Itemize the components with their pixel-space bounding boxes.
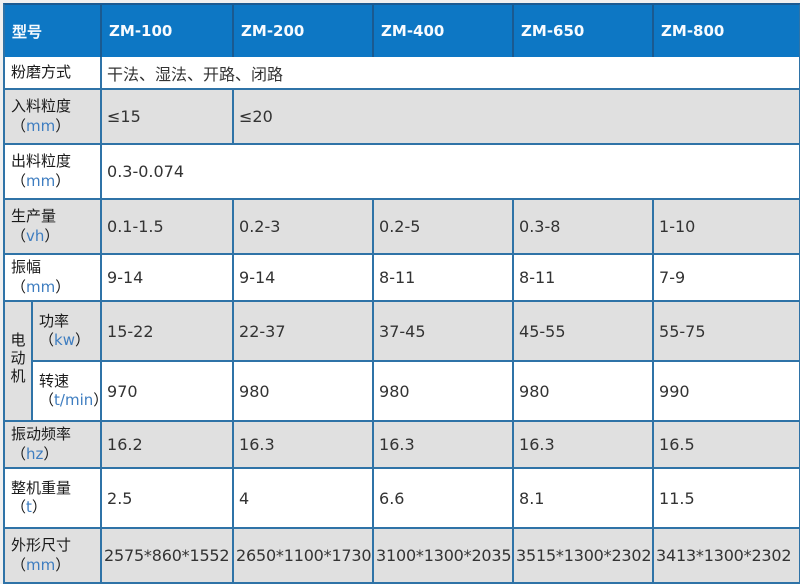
capacity-label: 生产量 （vh） [5,200,103,255]
row-weight: 整机重量 （t） 2.5 4 6.6 8.1 11.5 [5,469,800,529]
weight-value: 2.5 [102,469,235,529]
frequency-value: 16.3 [514,422,655,469]
dimensions-value: 2650*1100*1730 [234,529,375,582]
capacity-value: 0.3-8 [514,200,655,255]
power-value: 55-75 [654,302,800,362]
weight-label: 整机重量 （t） [5,469,103,529]
frequency-value: 16.2 [102,422,235,469]
spec-table: 型号 ZM-100 ZM-200 ZM-400 ZM-650 ZM-800 粉磨… [3,3,800,584]
spec-table-container: 型号 ZM-100 ZM-200 ZM-400 ZM-650 ZM-800 粉磨… [3,3,800,584]
feed-label: 入料粒度 （mm） [5,90,103,145]
row-frequency: 振动频率 （hz） 16.2 16.3 16.3 16.3 16.5 [5,422,800,469]
header-zm-400: ZM-400 [374,5,515,57]
discharge-unit: mm [26,171,56,190]
header-zm-800: ZM-800 [654,5,800,57]
power-label: 功率 （kw） [33,302,103,362]
header-zm-100: ZM-100 [102,5,235,57]
feed-value-zm100: ≤15 [102,90,235,145]
weight-value: 8.1 [514,469,655,529]
frequency-value: 16.5 [654,422,800,469]
row-motor-speed: 转速 （t/min） 970 980 980 980 990 [5,362,800,422]
frequency-unit: hz [26,444,44,463]
amplitude-value: 9-14 [234,255,375,302]
grinding-label: 粉磨方式 [5,57,103,90]
row-amplitude: 振幅（mm） 9-14 9-14 8-11 8-11 7-9 [5,255,800,302]
dimensions-value: 3100*1300*2035 [374,529,515,582]
power-unit: kw [54,331,75,349]
row-feed-size: 入料粒度 （mm） ≤15 ≤20 [5,90,800,145]
amplitude-label: 振幅（mm） [5,255,103,302]
speed-unit: t/min [54,391,94,409]
power-value: 22-37 [234,302,375,362]
row-discharge-size: 出料粒度 （mm） 0.3-0.074 [5,145,800,200]
weight-unit: t [26,498,32,516]
amplitude-value: 9-14 [102,255,235,302]
capacity-value: 0.1-1.5 [102,200,235,255]
feed-value-others: ≤20 [234,90,800,145]
header-row: 型号 ZM-100 ZM-200 ZM-400 ZM-650 ZM-800 [5,5,800,57]
speed-value: 980 [234,362,375,422]
discharge-label: 出料粒度 （mm） [5,145,103,200]
dimensions-unit: mm [26,555,56,574]
amplitude-unit: mm [26,277,56,296]
dimensions-value: 3413*1300*2302 [654,529,800,582]
dimensions-value: 3515*1300*2302 [514,529,655,582]
capacity-value: 0.2-3 [234,200,375,255]
weight-value: 4 [234,469,375,529]
dimensions-value: 2575*860*1552 [102,529,235,582]
row-capacity: 生产量 （vh） 0.1-1.5 0.2-3 0.2-5 0.3-8 1-10 [5,200,800,255]
motor-group-label: 电动机 [5,302,33,422]
dimensions-label: 外形尺寸 （mm） [5,529,103,582]
speed-value: 990 [654,362,800,422]
amplitude-value: 8-11 [374,255,515,302]
header-zm-650: ZM-650 [514,5,655,57]
speed-label: 转速 （t/min） [33,362,108,422]
header-zm-200: ZM-200 [234,5,375,57]
power-value: 45-55 [514,302,655,362]
discharge-value: 0.3-0.074 [102,145,800,200]
speed-value: 980 [374,362,515,422]
row-grinding-method: 粉磨方式 干法、湿法、开路、闭路 [5,57,800,90]
capacity-value: 0.2-5 [374,200,515,255]
capacity-value: 1-10 [654,200,800,255]
power-value: 15-22 [102,302,235,362]
capacity-unit: vh [26,226,45,245]
weight-value: 6.6 [374,469,515,529]
header-model-label: 型号 [5,5,103,57]
power-value: 37-45 [374,302,515,362]
frequency-value: 16.3 [234,422,375,469]
frequency-label: 振动频率 （hz） [5,422,103,469]
row-dimensions: 外形尺寸 （mm） 2575*860*1552 2650*1100*1730 31… [5,529,800,582]
weight-value: 11.5 [654,469,800,529]
frequency-value: 16.3 [374,422,515,469]
grinding-value: 干法、湿法、开路、闭路 [102,57,800,90]
speed-value: 970 [102,362,235,422]
row-motor-power: 电动机 功率 （kw） 15-22 22-37 37-45 45-55 55-75 [5,302,800,422]
amplitude-value: 7-9 [654,255,800,302]
speed-value: 980 [514,362,655,422]
amplitude-value: 8-11 [514,255,655,302]
feed-unit: mm [26,116,56,135]
